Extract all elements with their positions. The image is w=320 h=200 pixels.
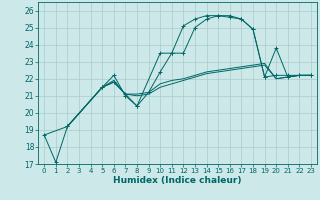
X-axis label: Humidex (Indice chaleur): Humidex (Indice chaleur) bbox=[113, 176, 242, 185]
